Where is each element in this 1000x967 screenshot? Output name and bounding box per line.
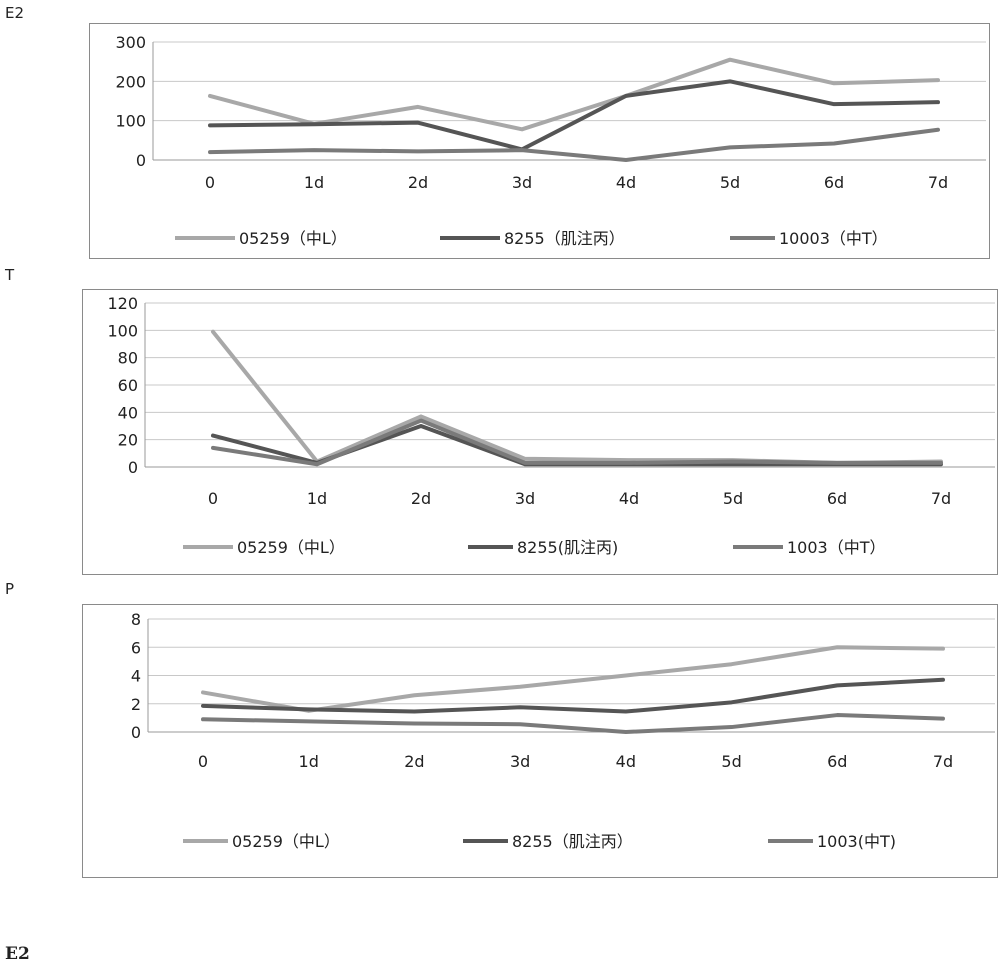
x-tick-label: 6d bbox=[827, 489, 847, 508]
series-line-2 bbox=[203, 680, 943, 712]
y-tick-label: 40 bbox=[118, 403, 138, 422]
y-tick-label: 80 bbox=[118, 349, 138, 368]
y-tick-label: 4 bbox=[131, 667, 141, 686]
x-tick-label: 4d bbox=[619, 489, 639, 508]
x-tick-label: 0 bbox=[208, 489, 218, 508]
series-line-3 bbox=[203, 715, 943, 732]
series-line-1 bbox=[210, 60, 938, 130]
series-line-3 bbox=[210, 130, 938, 160]
series-line-1 bbox=[203, 647, 943, 711]
y-tick-label: 0 bbox=[131, 723, 141, 742]
chart-t: 0 20 40 60 80 100 120 0 1d 2d 3d 4d 5d 6d 7d 05259（中L） 8… bbox=[82, 289, 998, 575]
y-tick-label: 120 bbox=[107, 294, 138, 313]
x-tick-label: 5d bbox=[723, 489, 743, 508]
chart-2-label: T bbox=[5, 266, 14, 284]
x-tick-label: 5d bbox=[721, 752, 741, 771]
x-tick-label: 1d bbox=[299, 752, 319, 771]
chart-t-plot: 0 20 40 60 80 100 120 0 1d 2d 3d 4d 5d 6d 7d 05259（中L） 8… bbox=[83, 290, 997, 574]
legend-label: 8255（肌注丙） bbox=[512, 832, 633, 851]
y-tick-label: 20 bbox=[118, 431, 138, 450]
x-tick-label: 7d bbox=[928, 173, 948, 192]
x-tick-label: 7d bbox=[931, 489, 951, 508]
legend-label: 1003(中T) bbox=[817, 832, 896, 851]
x-tick-label: 2d bbox=[411, 489, 431, 508]
footer-label: E2 bbox=[5, 944, 30, 964]
series-line-1 bbox=[213, 332, 941, 463]
x-tick-label: 1d bbox=[307, 489, 327, 508]
y-tick-label: 0 bbox=[128, 458, 138, 477]
x-tick-label: 7d bbox=[933, 752, 953, 771]
y-tick-label: 2 bbox=[131, 695, 141, 714]
x-tick-label: 0 bbox=[205, 173, 215, 192]
x-tick-label: 3d bbox=[510, 752, 530, 771]
x-tick-label: 4d bbox=[616, 173, 636, 192]
y-tick-label: 300 bbox=[115, 33, 146, 52]
legend-label: 8255(肌注丙) bbox=[517, 538, 618, 557]
x-tick-label: 5d bbox=[720, 173, 740, 192]
x-tick-label: 6d bbox=[827, 752, 847, 771]
chart-e2-plot: 0 100 200 300 0 1d 2d 3d 4d 5d 6d 7d 05259（中L） 8255（肌… bbox=[90, 24, 989, 258]
series-line-2 bbox=[210, 81, 938, 149]
legend-label: 1003（中T） bbox=[787, 538, 886, 557]
x-tick-label: 6d bbox=[824, 173, 844, 192]
legend-label: 05259（中L） bbox=[232, 832, 340, 851]
chart-p-plot: 0 2 4 6 8 0 1d 2d 3d 4d 5d 6d 7d 05259（中L） 8255（肌注丙） 10… bbox=[83, 605, 997, 877]
y-tick-label: 100 bbox=[107, 321, 138, 340]
x-tick-label: 1d bbox=[304, 173, 324, 192]
y-tick-label: 60 bbox=[118, 376, 138, 395]
x-tick-label: 3d bbox=[512, 173, 532, 192]
chart-e2: 0 100 200 300 0 1d 2d 3d 4d 5d 6d 7d 05259（中L） 8255（肌… bbox=[89, 23, 990, 259]
y-tick-label: 8 bbox=[131, 610, 141, 629]
legend-label: 05259（中L） bbox=[239, 229, 347, 248]
chart-3-label: P bbox=[5, 580, 14, 598]
legend-label: 8255（肌注丙） bbox=[504, 229, 625, 248]
y-tick-label: 6 bbox=[131, 638, 141, 657]
x-tick-label: 3d bbox=[515, 489, 535, 508]
y-tick-label: 100 bbox=[115, 112, 146, 131]
legend-label: 05259（中L） bbox=[237, 538, 345, 557]
y-tick-label: 200 bbox=[115, 72, 146, 91]
chart-1-label: E2 bbox=[5, 4, 24, 22]
chart-p: 0 2 4 6 8 0 1d 2d 3d 4d 5d 6d 7d 05259（中L） 8255（肌注丙） 10… bbox=[82, 604, 998, 878]
x-tick-label: 2d bbox=[408, 173, 428, 192]
x-tick-label: 0 bbox=[198, 752, 208, 771]
x-tick-label: 4d bbox=[616, 752, 636, 771]
legend-label: 10003（中T） bbox=[779, 229, 888, 248]
x-tick-label: 2d bbox=[404, 752, 424, 771]
y-tick-label: 0 bbox=[136, 151, 146, 170]
